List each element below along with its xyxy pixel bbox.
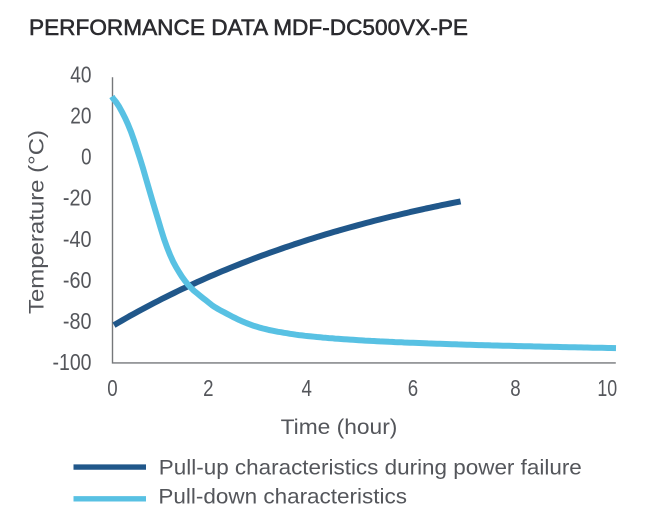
svg-text:40: 40 bbox=[70, 61, 91, 87]
svg-text:PERFORMANCE DATA MDF-DC500VX-P: PERFORMANCE DATA MDF-DC500VX-PE bbox=[29, 16, 468, 40]
svg-text:0: 0 bbox=[81, 144, 91, 170]
svg-text:Temperature (°C): Temperature (°C) bbox=[26, 130, 49, 314]
svg-text:0: 0 bbox=[107, 375, 117, 401]
svg-text:4: 4 bbox=[302, 375, 313, 401]
svg-text:6: 6 bbox=[408, 375, 418, 401]
svg-text:Time (hour): Time (hour) bbox=[281, 416, 398, 439]
svg-text:Pull-up characteristics during: Pull-up characteristics during power fai… bbox=[159, 456, 582, 479]
svg-text:10: 10 bbox=[597, 375, 617, 401]
svg-text:20: 20 bbox=[70, 102, 91, 128]
svg-text:Pull-down characteristics: Pull-down characteristics bbox=[158, 486, 407, 509]
svg-text:-100: -100 bbox=[53, 349, 92, 375]
svg-text:-60: -60 bbox=[63, 267, 92, 293]
svg-text:8: 8 bbox=[510, 375, 520, 401]
svg-text:-20: -20 bbox=[63, 185, 92, 211]
svg-text:2: 2 bbox=[203, 375, 213, 401]
svg-text:-40: -40 bbox=[63, 226, 92, 252]
svg-text:-80: -80 bbox=[63, 308, 92, 334]
